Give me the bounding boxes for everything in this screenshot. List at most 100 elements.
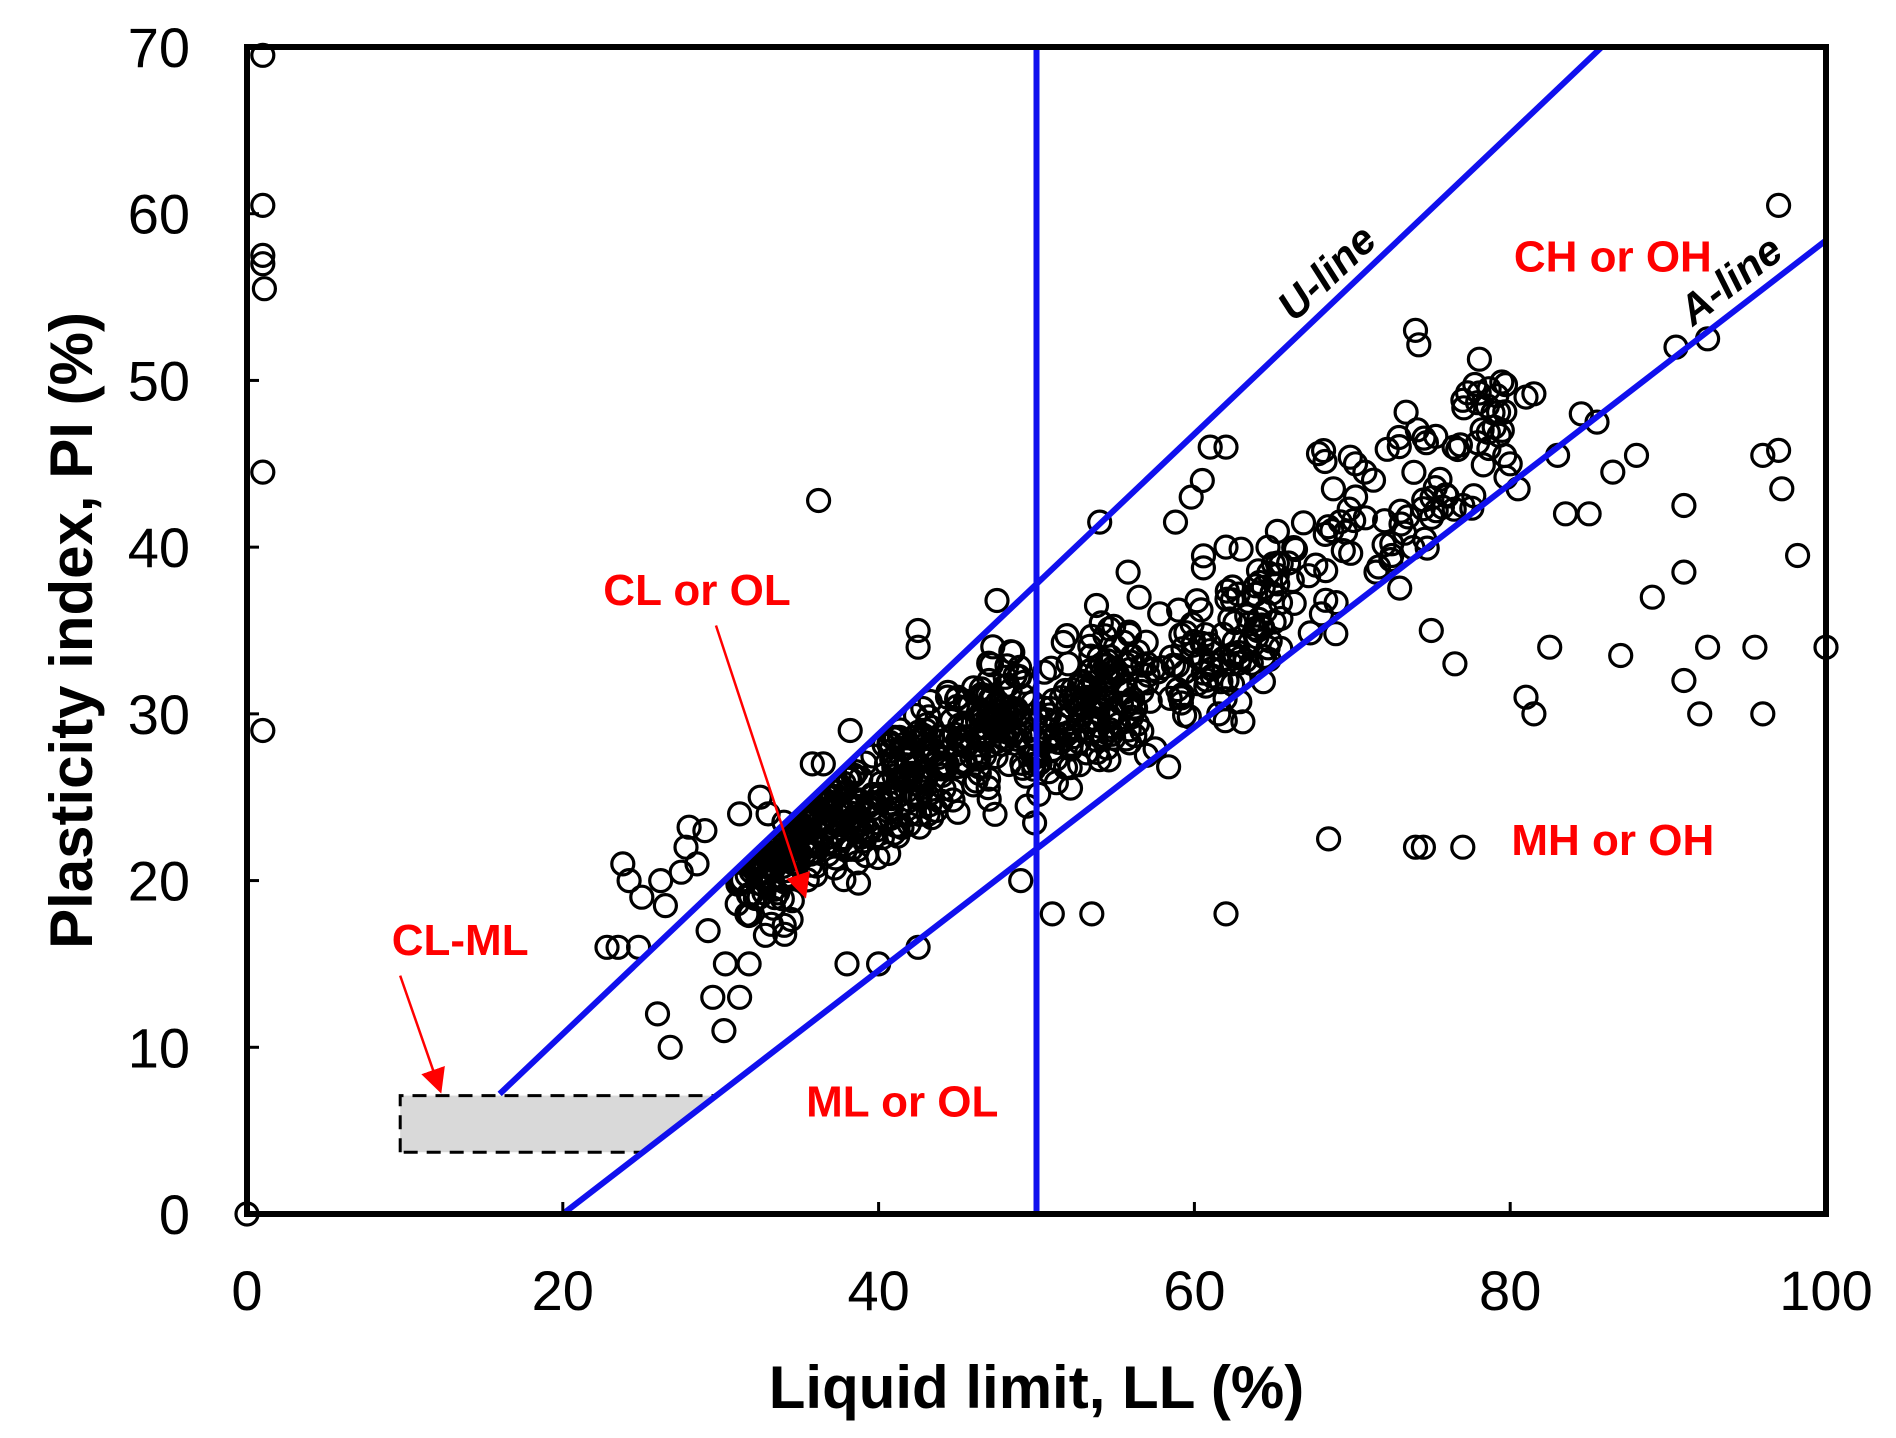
- x-tick-label: 20: [532, 1259, 594, 1322]
- data-point: [905, 634, 931, 660]
- data-point: [1338, 540, 1364, 566]
- data-point: [1190, 555, 1217, 581]
- data-point: [963, 768, 989, 794]
- data-point: [1392, 520, 1418, 546]
- data-point: [1315, 514, 1341, 540]
- data-point: [1442, 651, 1468, 677]
- data-point: [676, 814, 702, 840]
- data-point: [1441, 496, 1467, 522]
- data-point: [684, 851, 710, 877]
- data-point: [1411, 425, 1437, 451]
- data-point: [868, 770, 894, 796]
- data-point: [1414, 535, 1440, 561]
- x-axis-title: Liquid limit, LL (%): [769, 1354, 1305, 1421]
- data-point: [1671, 559, 1697, 585]
- data-point: [1386, 434, 1412, 460]
- y-tick-label: 0: [159, 1183, 190, 1246]
- data-point: [1393, 399, 1419, 425]
- data-point: [1079, 901, 1105, 927]
- data-point: [911, 726, 937, 752]
- zone-label: MH or OH: [1511, 816, 1714, 865]
- y-tick-label: 70: [128, 16, 190, 79]
- data-point: [1190, 645, 1216, 671]
- data-point: [810, 751, 836, 777]
- data-point: [839, 806, 866, 833]
- data-point: [1173, 620, 1199, 646]
- data-point: [980, 634, 1006, 660]
- data-point: [769, 886, 795, 912]
- data-point: [1742, 634, 1768, 660]
- data-point: [1401, 459, 1427, 485]
- plot-frame-layer: [244, 44, 1829, 1217]
- data-point: [644, 1001, 671, 1027]
- data-point: [984, 587, 1010, 614]
- data-point: [982, 801, 1008, 827]
- data-point: [1427, 466, 1453, 492]
- data-point: [1450, 834, 1476, 860]
- data-point: [1129, 678, 1155, 705]
- x-tick-label: 100: [1779, 1259, 1872, 1322]
- data-point: [1232, 647, 1259, 674]
- data-point: [1310, 438, 1337, 464]
- data-point: [1228, 536, 1254, 562]
- data-point: [778, 906, 804, 933]
- data-point: [871, 732, 897, 758]
- data-point: [1765, 437, 1792, 463]
- data-point: [652, 892, 679, 919]
- data-point: [1489, 369, 1515, 395]
- data-point: [1342, 484, 1369, 510]
- data-point: [1119, 643, 1145, 669]
- reference-lines-layer: U-line A-line: [497, 47, 1826, 1214]
- data-point: [976, 786, 1002, 812]
- data-point: [879, 724, 906, 751]
- data-point: [1077, 633, 1103, 659]
- data-point: [923, 797, 949, 824]
- data-point: [1282, 536, 1309, 563]
- y-tick-label: 10: [128, 1016, 190, 1079]
- data-point: [1433, 482, 1459, 508]
- data-point: [837, 717, 863, 744]
- data-point: [1327, 509, 1353, 535]
- data-point: [1267, 589, 1294, 616]
- data-point: [726, 984, 753, 1010]
- data-point: [1395, 504, 1421, 530]
- data-point: [1008, 867, 1034, 894]
- data-point: [1155, 754, 1182, 780]
- data-point: [1275, 550, 1302, 576]
- data-point: [1418, 617, 1444, 644]
- data-point: [1039, 901, 1065, 927]
- data-point: [1470, 452, 1496, 478]
- data-point: [816, 784, 842, 811]
- data-point: [1466, 346, 1493, 372]
- data-point: [1126, 584, 1152, 610]
- data-point: [894, 747, 920, 773]
- data-point: [1115, 559, 1141, 585]
- data-point: [251, 276, 277, 302]
- annotation-arrow: [398, 975, 445, 1094]
- data-point: [844, 819, 871, 845]
- data-point: [1162, 509, 1189, 535]
- data-point: [1360, 467, 1387, 493]
- data-point: [250, 459, 276, 485]
- data-point: [629, 884, 655, 910]
- data-point: [616, 867, 642, 894]
- data-point: [1083, 592, 1110, 619]
- data-point: [1671, 667, 1697, 694]
- data-point: [1784, 542, 1811, 569]
- data-point: [1214, 578, 1240, 604]
- data-point: [835, 766, 861, 792]
- data-point: [1450, 387, 1476, 413]
- data-point: [1125, 639, 1151, 665]
- x-tick-label: 80: [1479, 1259, 1541, 1322]
- data-point: [1537, 634, 1563, 660]
- data-point: [1281, 534, 1307, 561]
- data-point: [1122, 722, 1148, 749]
- data-point: [594, 934, 620, 960]
- data-point: [1462, 371, 1488, 398]
- data-point: [1048, 729, 1074, 756]
- data-point: [975, 774, 1001, 801]
- data-point: [1264, 518, 1291, 545]
- data-point: [700, 984, 726, 1010]
